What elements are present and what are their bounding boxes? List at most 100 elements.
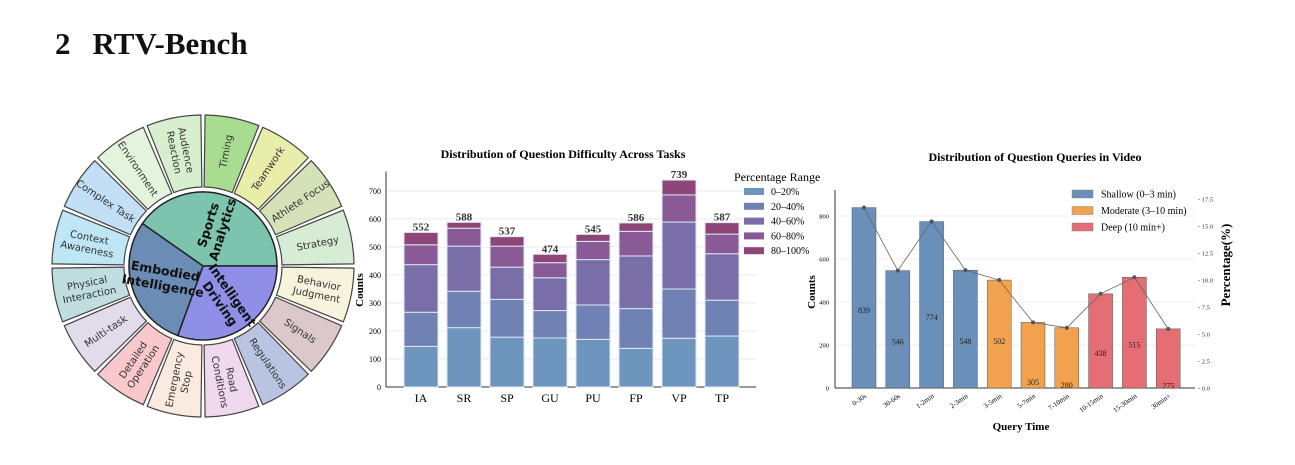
bar-value-label: 280 — [1061, 381, 1073, 390]
bar-total-label: 586 — [628, 212, 645, 224]
bar-segment — [489, 336, 525, 388]
bar-total-label: 552 — [413, 221, 430, 233]
wheel-segment — [258, 159, 343, 236]
wheel-segment — [258, 296, 343, 373]
bar — [1054, 327, 1080, 389]
wheel-segment — [96, 321, 173, 406]
bar-total-label: 739 — [671, 169, 688, 181]
x-tick-label: 0-30s — [851, 392, 869, 408]
percentage-point — [929, 219, 934, 224]
bar-value-label: 502 — [993, 337, 1005, 346]
y-tick-label: 0 — [377, 383, 381, 392]
bar — [919, 221, 944, 389]
query-time-chart: Distribution of Question Queries in Vide… — [806, 150, 1233, 433]
bar-segment — [532, 337, 568, 388]
y-axis-label: Counts — [806, 274, 818, 308]
y-tick-label: 600 — [819, 257, 829, 264]
bar — [851, 207, 877, 389]
y-tick-label: 300 — [369, 299, 381, 308]
bar-segment — [489, 245, 525, 268]
bar-segment — [532, 277, 568, 312]
bar-segment — [661, 337, 697, 388]
bar-segment — [704, 335, 740, 388]
bar-segment — [661, 179, 697, 196]
bar-value-label: 438 — [1095, 349, 1107, 358]
x-tick-label: FP — [629, 391, 643, 405]
x-tick-label: IA — [415, 391, 428, 405]
percentage-point — [895, 268, 900, 273]
bar — [986, 279, 1012, 389]
legend-swatch — [744, 247, 764, 255]
bar-value-label: 515 — [1128, 341, 1140, 350]
x-tick-label: 10-15min — [1078, 392, 1105, 414]
x-tick-label: 1-2min — [915, 392, 937, 410]
bar-segment — [489, 298, 525, 338]
x-tick-label: 7-10min — [1047, 392, 1071, 412]
percentage-point — [862, 205, 866, 210]
bar — [1088, 293, 1113, 389]
legend-swatch — [1071, 189, 1094, 199]
wheel-segment — [203, 114, 260, 194]
bar-segment — [403, 264, 439, 313]
bar-segment — [403, 231, 439, 246]
y2-axis-label: Percentage(%) — [1218, 224, 1233, 307]
wheel-segment — [275, 209, 355, 266]
wheel-core-segment — [176, 265, 278, 341]
bar-segment — [575, 304, 611, 340]
x-tick-label: TP — [715, 391, 729, 405]
y-tick-label: 700 — [369, 187, 381, 196]
section-number: 2 — [55, 26, 71, 61]
x-tick-label: 5-7min — [1016, 392, 1038, 410]
bar-segment — [618, 230, 654, 257]
legend-label: Shallow (0–3 min) — [1101, 190, 1176, 201]
wheel-segment — [96, 126, 173, 211]
percentage-point — [997, 278, 1002, 283]
wheel-segment — [146, 338, 203, 418]
x-tick-label: PU — [585, 391, 601, 405]
bar-segment — [403, 345, 439, 388]
legend-swatch — [1071, 206, 1094, 215]
bar-value-label: 546 — [892, 337, 904, 346]
x-tick-label: 30min+ — [1150, 392, 1173, 411]
y-tick-label: 800 — [819, 214, 829, 221]
section-heading: 2 RTV-Bench — [55, 26, 270, 62]
wheel-segment — [233, 321, 310, 406]
bar-segment — [489, 266, 525, 300]
x-tick-label: VP — [671, 391, 687, 405]
bar-segment — [532, 253, 568, 264]
legend-swatch — [744, 232, 764, 240]
legend-swatch — [744, 217, 764, 225]
y2-tick-label: - 0.0 — [1198, 386, 1210, 393]
legend-title: Percentage Range — [734, 170, 820, 184]
wheel-label-line: Road — [223, 366, 239, 393]
wheel-core-segment — [141, 191, 278, 267]
bar-segment — [661, 221, 697, 290]
bar-total-label: 588 — [456, 211, 473, 223]
bar-total-label: 545 — [585, 223, 602, 235]
bar-value-label: 305 — [1027, 378, 1039, 387]
y-tick-label: 100 — [369, 355, 381, 364]
chart-title: Distribution of Question Queries in Vide… — [928, 150, 1141, 164]
y2-tick-label: - 12.5 — [1198, 251, 1213, 258]
legend-label: 80–100% — [771, 246, 809, 257]
percentage-point — [1098, 291, 1103, 296]
y-tick-label: 400 — [819, 300, 829, 307]
percentage-point — [963, 268, 968, 273]
bar-segment — [446, 245, 482, 292]
bar-segment — [532, 310, 568, 339]
bar-segment — [575, 338, 611, 388]
legend-label: 0–20% — [771, 187, 799, 198]
bar-segment — [532, 262, 568, 279]
y2-tick-label: - 17.5 — [1198, 197, 1213, 204]
legend-label: 60–80% — [771, 231, 804, 242]
y-axis-label: Counts — [354, 272, 366, 306]
bar-segment — [704, 233, 740, 255]
bar-total-label: 537 — [499, 226, 516, 238]
bar-segment — [575, 259, 611, 306]
wheel-core-segment — [128, 222, 204, 337]
bar — [953, 269, 978, 389]
percentage-point — [1166, 326, 1171, 331]
wheel-segment — [275, 266, 355, 323]
